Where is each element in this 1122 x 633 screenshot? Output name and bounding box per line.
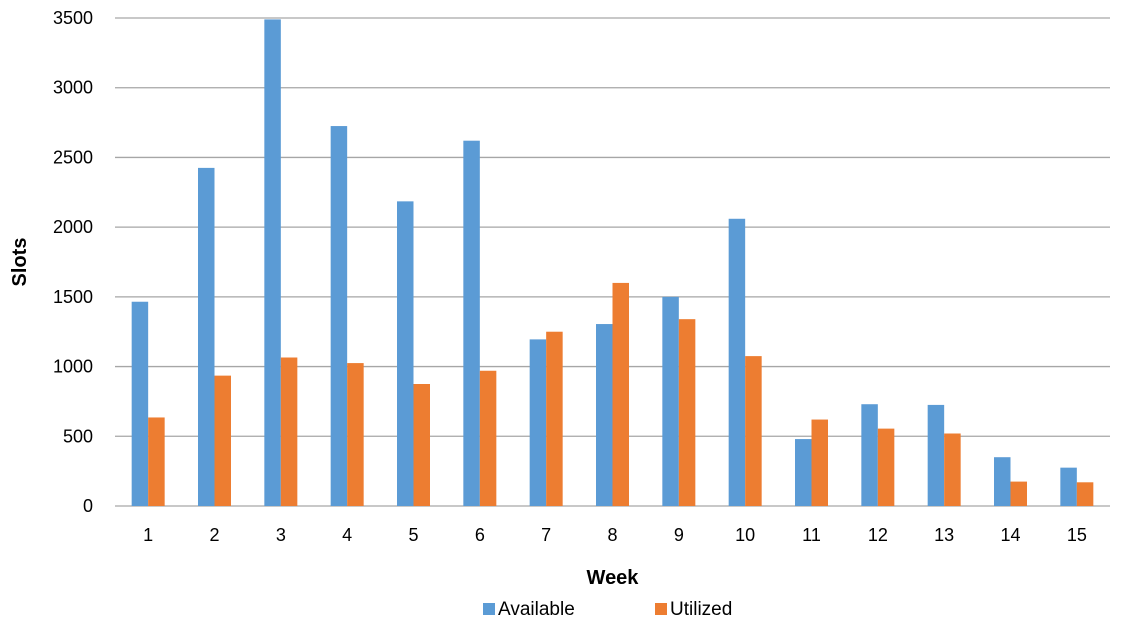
bar-available-week-13 bbox=[927, 404, 945, 506]
bar-utilized-week-11 bbox=[811, 419, 828, 506]
bar-utilized-week-5 bbox=[413, 384, 430, 506]
bar-available-week-1 bbox=[131, 301, 149, 506]
bar-utilized-week-6 bbox=[479, 370, 497, 506]
y-tick-labels: 0 500 1000 1500 2000 2500 3000 3500 bbox=[53, 8, 93, 516]
bar-available-week-6 bbox=[463, 140, 480, 506]
x-axis-title: Week bbox=[587, 567, 640, 589]
y-tick-label: 1500 bbox=[53, 287, 93, 307]
y-tick-label: 1000 bbox=[53, 357, 93, 377]
bars bbox=[131, 19, 1094, 507]
y-tick-label: 2500 bbox=[53, 147, 93, 167]
x-tick-label: 15 bbox=[1067, 525, 1087, 545]
y-axis-title: Slots bbox=[9, 238, 31, 287]
legend-label-available: Available bbox=[498, 599, 575, 620]
bar-available-week-4 bbox=[330, 126, 348, 507]
legend-swatch-utilized bbox=[655, 603, 667, 615]
bar-available-week-3 bbox=[264, 19, 281, 506]
x-tick-label: 12 bbox=[868, 525, 888, 545]
bar-utilized-week-4 bbox=[347, 363, 364, 506]
bar-available-week-12 bbox=[861, 404, 878, 506]
y-tick-label: 0 bbox=[83, 496, 93, 516]
bar-available-week-15 bbox=[1060, 467, 1077, 506]
bar-utilized-week-10 bbox=[745, 356, 762, 506]
x-tick-label: 8 bbox=[607, 525, 617, 545]
bar-utilized-week-12 bbox=[877, 428, 895, 506]
bar-utilized-week-14 bbox=[1010, 481, 1027, 506]
y-tick-label: 3500 bbox=[53, 8, 93, 28]
bar-available-week-2 bbox=[198, 167, 215, 506]
x-tick-label: 14 bbox=[1000, 525, 1020, 545]
x-tick-labels: 1 2 3 4 5 6 7 8 9 10 11 12 13 14 15 bbox=[143, 525, 1087, 545]
bar-available-week-10 bbox=[728, 218, 746, 506]
y-tick-label: 500 bbox=[63, 426, 93, 446]
bar-utilized-week-3 bbox=[280, 357, 298, 506]
x-tick-label: 11 bbox=[802, 525, 821, 545]
bar-available-week-14 bbox=[994, 457, 1011, 506]
x-tick-label: 13 bbox=[934, 525, 954, 545]
bar-available-week-7 bbox=[529, 339, 547, 506]
x-tick-label: 9 bbox=[674, 525, 684, 545]
x-tick-label: 5 bbox=[408, 525, 418, 545]
x-tick-label: 3 bbox=[276, 525, 286, 545]
bar-available-week-11 bbox=[795, 439, 812, 506]
bar-available-week-9 bbox=[662, 296, 679, 506]
bar-utilized-week-15 bbox=[1076, 482, 1094, 506]
bar-utilized-week-8 bbox=[612, 282, 629, 506]
bar-utilized-week-9 bbox=[678, 319, 696, 506]
x-tick-label: 1 bbox=[143, 525, 153, 545]
y-tick-label: 2000 bbox=[53, 217, 93, 237]
bar-utilized-week-7 bbox=[546, 331, 563, 506]
x-tick-label: 7 bbox=[541, 525, 551, 545]
bar-available-week-5 bbox=[397, 201, 414, 506]
bar-utilized-week-1 bbox=[148, 417, 165, 506]
x-tick-label: 6 bbox=[475, 525, 485, 545]
legend-label-utilized: Utilized bbox=[670, 599, 732, 620]
bar-utilized-week-2 bbox=[214, 375, 231, 506]
bar-available-week-8 bbox=[596, 324, 613, 506]
legend: Available Utilized bbox=[483, 599, 732, 620]
x-tick-label: 2 bbox=[209, 525, 219, 545]
bar-utilized-week-13 bbox=[944, 433, 961, 506]
x-tick-label: 4 bbox=[342, 525, 352, 545]
y-tick-label: 3000 bbox=[53, 78, 93, 98]
legend-swatch-available bbox=[483, 603, 495, 615]
x-tick-label: 10 bbox=[735, 525, 755, 545]
